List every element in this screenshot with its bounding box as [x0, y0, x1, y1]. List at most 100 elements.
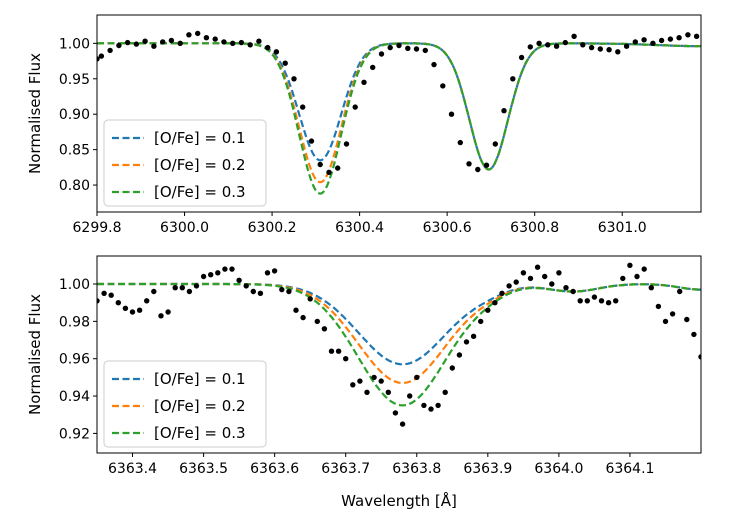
observed-point: [177, 40, 183, 46]
axes-frame: [96, 14, 702, 213]
x-tick-label: 6300.4: [335, 220, 384, 236]
observed-point: [449, 365, 455, 371]
observed-point: [282, 60, 288, 66]
observed-point: [414, 374, 420, 381]
observed-point: [492, 141, 498, 147]
observed-point: [510, 76, 516, 82]
observed-point: [335, 348, 342, 354]
observed-point: [97, 298, 100, 304]
observed-point: [116, 42, 122, 49]
observed-point: [520, 270, 527, 276]
observed-point: [563, 285, 569, 291]
observed-point: [168, 37, 175, 44]
bottom-panel: 6363.4 6363.5 6363.6 6363.7 6363.8 6363.9 6364…: [26, 255, 702, 510]
observed-point: [361, 79, 367, 86]
x-tick-label: 6300.0: [160, 220, 209, 236]
observed-point: [172, 285, 178, 291]
observed-point: [370, 64, 376, 71]
observed-point: [286, 288, 292, 295]
observed-point: [440, 83, 446, 89]
y-tick-label: 0.94: [59, 389, 90, 405]
observed-point: [485, 307, 491, 313]
observed-point: [478, 318, 484, 325]
observed-point: [648, 285, 654, 291]
observed-point: [107, 47, 113, 54]
observed-point: [588, 44, 595, 51]
observed-point: [307, 296, 313, 302]
observed-point: [407, 393, 413, 399]
observed-point: [513, 279, 519, 285]
y-tick-label: 0.90: [59, 107, 90, 123]
observed-point: [518, 54, 525, 61]
observed-point: [457, 139, 463, 146]
observed-point: [556, 270, 562, 276]
observed-point: [243, 283, 249, 289]
observed-point: [549, 281, 555, 287]
observed-point: [598, 298, 605, 304]
observed-point: [527, 275, 534, 282]
observed-point: [483, 162, 490, 168]
observed-point: [273, 49, 280, 55]
observed-point: [238, 39, 245, 46]
observed-point: [236, 277, 242, 283]
observed-point: [158, 313, 164, 319]
observed-point: [577, 298, 583, 304]
observed-point: [613, 298, 619, 304]
model-line-1: [97, 282, 701, 366]
observed-point: [378, 51, 385, 57]
observed-point: [655, 303, 662, 310]
observed-point: [97, 56, 100, 62]
observed-point: [534, 264, 541, 270]
observed-point: [542, 273, 548, 280]
observed-point: [571, 33, 577, 39]
observed-point: [456, 352, 463, 358]
observed-point: [343, 356, 349, 362]
observed-point: [122, 305, 129, 311]
observed-point: [662, 318, 669, 325]
observed-point: [186, 288, 193, 295]
observed-point: [364, 389, 370, 395]
observed-point: [392, 410, 399, 416]
observed-point: [144, 298, 150, 304]
y-tick-label: 0.80: [59, 178, 90, 194]
observed-point: [193, 283, 200, 289]
observed-point: [247, 42, 253, 48]
observed-point: [385, 389, 391, 395]
observed-point: [448, 111, 455, 117]
axes-frame: [96, 255, 702, 454]
observed-point: [475, 166, 481, 173]
y-axis-label: Normalised Flux: [26, 294, 44, 415]
observed-point: [501, 108, 507, 114]
y-tick-label: 1.00: [59, 36, 90, 52]
observed-point: [124, 39, 131, 46]
observed-point: [463, 339, 470, 345]
x-axis-label: Wavelength [Å]: [341, 491, 457, 510]
legend-frame: [103, 360, 267, 448]
observed-point: [422, 47, 428, 54]
observed-point: [545, 42, 551, 48]
observed-point: [300, 314, 306, 321]
observed-point: [151, 288, 157, 295]
observed-point: [685, 32, 691, 38]
observed-point: [597, 46, 603, 52]
y-tick-label: 1.00: [59, 277, 90, 293]
observed-point: [221, 39, 227, 45]
observed-point: [667, 36, 674, 42]
observed-point: [615, 49, 621, 55]
observed-point: [229, 266, 235, 272]
observed-point: [264, 270, 271, 276]
x-tick-label: 6300.8: [510, 220, 559, 236]
observed-point: [698, 354, 701, 360]
y-tick-label: 0.98: [59, 314, 90, 330]
observed-point: [623, 43, 630, 49]
legend-entry-2: [O/Fe] = 0.2: [154, 397, 246, 415]
y-axis-label: Normalised Flux: [26, 53, 44, 174]
observed-point: [136, 307, 143, 313]
plot-area: [97, 30, 701, 195]
observed-point: [321, 326, 328, 332]
observed-point: [165, 309, 171, 315]
observed-point: [570, 288, 576, 295]
observed-point: [343, 141, 350, 147]
observed-point: [658, 37, 665, 44]
